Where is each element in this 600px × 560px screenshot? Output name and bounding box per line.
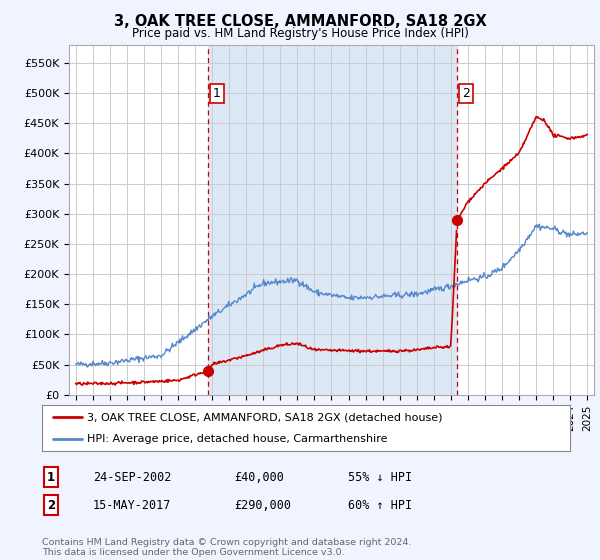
Text: 60% ↑ HPI: 60% ↑ HPI	[348, 498, 412, 512]
Text: £290,000: £290,000	[234, 498, 291, 512]
Text: £40,000: £40,000	[234, 470, 284, 484]
Text: 3, OAK TREE CLOSE, AMMANFORD, SA18 2GX: 3, OAK TREE CLOSE, AMMANFORD, SA18 2GX	[113, 14, 487, 29]
Text: 1: 1	[47, 470, 55, 484]
Bar	[208, 45, 457, 395]
Text: Price paid vs. HM Land Registry's House Price Index (HPI): Price paid vs. HM Land Registry's House …	[131, 27, 469, 40]
Text: 2: 2	[47, 498, 55, 512]
Text: 55% ↓ HPI: 55% ↓ HPI	[348, 470, 412, 484]
Text: 24-SEP-2002: 24-SEP-2002	[93, 470, 172, 484]
Text: 2: 2	[462, 87, 470, 100]
Text: Contains HM Land Registry data © Crown copyright and database right 2024.
This d: Contains HM Land Registry data © Crown c…	[42, 538, 412, 557]
Text: 15-MAY-2017: 15-MAY-2017	[93, 498, 172, 512]
Text: HPI: Average price, detached house, Carmarthenshire: HPI: Average price, detached house, Carm…	[87, 435, 388, 444]
Text: 1: 1	[212, 87, 221, 100]
Text: 3, OAK TREE CLOSE, AMMANFORD, SA18 2GX (detached house): 3, OAK TREE CLOSE, AMMANFORD, SA18 2GX (…	[87, 412, 442, 422]
